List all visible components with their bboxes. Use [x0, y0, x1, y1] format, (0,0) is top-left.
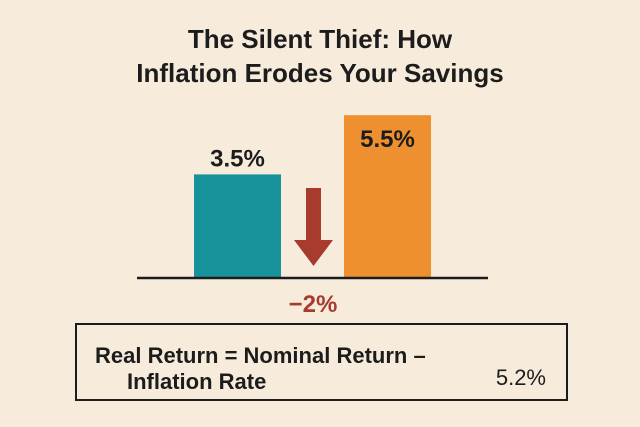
down-arrow-icon: [294, 188, 333, 266]
chart-title: The Silent Thief: How Inflation Erodes Y…: [0, 22, 640, 90]
chart-title-line-2: Inflation Erodes Your Savings: [136, 58, 504, 88]
bar-1: [194, 174, 281, 278]
formula-line-2: Inflation Rate: [127, 369, 267, 394]
bar-2-value-label: 5.5%: [360, 126, 415, 153]
chart-title-line-1: The Silent Thief: How: [187, 24, 453, 54]
formula-value: 5.2%: [495, 365, 546, 390]
formula-box: Real Return = Nominal Return – Inflation…: [75, 323, 568, 401]
bar-1-value-label: 3.5%: [210, 145, 265, 172]
bar-2: [344, 115, 431, 278]
formula-line-1: Real Return = Nominal Return –: [95, 343, 426, 368]
difference-label: −2%: [289, 291, 338, 318]
